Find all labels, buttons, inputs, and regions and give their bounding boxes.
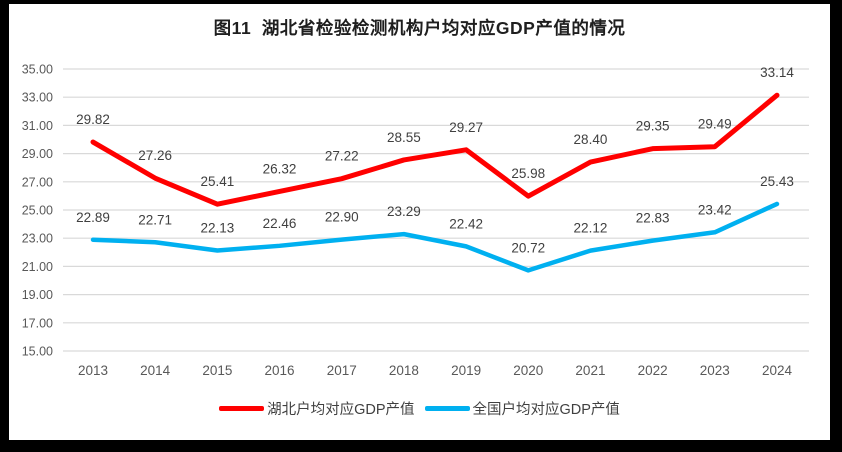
chart-legend: 湖北户均对应GDP产值 全国户均对应GDP产值 xyxy=(9,398,830,419)
x-axis-tick-label: 2016 xyxy=(265,363,295,378)
data-label: 28.40 xyxy=(574,132,608,147)
data-label: 22.12 xyxy=(574,221,608,236)
data-label: 22.89 xyxy=(76,210,110,225)
x-axis-tick-label: 2022 xyxy=(638,363,668,378)
data-label: 20.72 xyxy=(511,240,545,255)
x-axis-tick-label: 2018 xyxy=(389,363,419,378)
data-label: 25.43 xyxy=(760,174,794,189)
y-axis-tick-label: 17.00 xyxy=(22,316,53,330)
legend-label: 湖北户均对应GDP产值 xyxy=(267,402,415,418)
x-axis-tick-label: 2020 xyxy=(513,363,543,378)
data-label: 23.29 xyxy=(387,204,421,219)
y-axis-tick-label: 23.00 xyxy=(22,232,53,246)
data-label: 25.41 xyxy=(200,174,234,189)
series-line-0 xyxy=(90,92,780,207)
chart-title: 图11 湖北省检验检测机构户均对应GDP产值的情况 xyxy=(213,18,626,38)
data-label: 26.32 xyxy=(263,161,297,176)
data-label: 22.83 xyxy=(636,211,670,226)
data-label: 22.46 xyxy=(263,216,297,231)
y-axis-tick-label: 31.00 xyxy=(22,119,53,133)
legend-label: 全国户均对应GDP产值 xyxy=(472,402,620,418)
y-axis-tick-label: 21.00 xyxy=(22,260,53,274)
y-axis-tick-label: 35.00 xyxy=(22,63,53,77)
legend-item: 湖北户均对应GDP产值 xyxy=(219,398,415,419)
series-line-1 xyxy=(90,201,780,273)
legend-swatch xyxy=(424,406,470,411)
data-label: 22.13 xyxy=(200,220,234,235)
x-axis-tick-label: 2013 xyxy=(78,363,108,378)
chart-canvas: 图11 湖北省检验检测机构户均对应GDP产值的情况 35.00 33.00 31.0… xyxy=(9,4,830,440)
y-axis-tick-label: 29.00 xyxy=(22,147,53,161)
data-label: 27.22 xyxy=(325,149,359,164)
data-label: 23.42 xyxy=(698,202,732,217)
data-label: 28.55 xyxy=(387,130,421,145)
x-axis-tick-label: 2014 xyxy=(140,363,171,378)
y-axis-tick-label: 19.00 xyxy=(22,288,53,302)
x-axis-tick-label: 2021 xyxy=(575,363,605,378)
data-label: 22.71 xyxy=(138,212,172,227)
x-axis-tick-label: 2017 xyxy=(327,363,357,378)
data-label: 25.98 xyxy=(511,166,545,181)
data-label: 22.90 xyxy=(325,210,359,225)
data-label: 29.49 xyxy=(698,117,732,132)
data-label: 29.35 xyxy=(636,119,670,134)
data-label: 29.82 xyxy=(76,112,110,127)
x-axis-tick-label: 2015 xyxy=(202,363,232,378)
y-axis-tick-label: 15.00 xyxy=(22,345,53,359)
legend-item: 全国户均对应GDP产值 xyxy=(424,398,620,419)
y-axis-tick-label: 25.00 xyxy=(22,204,53,218)
x-axis-tick-label: 2024 xyxy=(762,363,793,378)
data-label: 22.42 xyxy=(449,216,483,231)
x-axis-tick-label: 2019 xyxy=(451,363,481,378)
y-axis-tick-label: 27.00 xyxy=(22,175,53,189)
data-label: 29.27 xyxy=(449,120,483,135)
y-axis-tick-label: 33.00 xyxy=(22,91,53,105)
data-label: 33.14 xyxy=(760,65,794,80)
data-label: 27.26 xyxy=(138,148,172,163)
x-axis-tick-label: 2023 xyxy=(700,363,730,378)
line-chart-plot-area: 35.00 33.00 31.00 29.00 27.00 25.00 23.00 21.00… xyxy=(22,63,809,378)
legend-swatch xyxy=(219,406,265,411)
